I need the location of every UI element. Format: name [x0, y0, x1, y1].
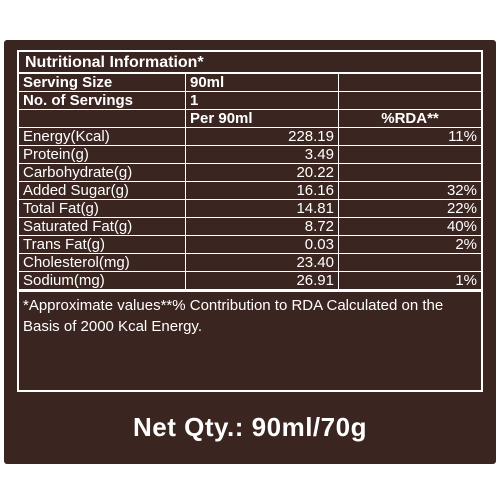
table-row: Total Fat(g) 14.81 22%	[19, 199, 481, 218]
nutrient-value: 14.81	[185, 199, 339, 218]
nutrient-rda: 22%	[338, 199, 481, 218]
table-row: Protein(g) 3.49	[19, 145, 481, 164]
nutrient-value: 26.91	[185, 271, 339, 290]
nutrient-value: 228.19	[185, 127, 339, 146]
nutrient-label: Added Sugar(g)	[19, 181, 186, 200]
nutrient-value: 0.03	[185, 235, 339, 254]
nutrient-rda: 32%	[338, 181, 481, 200]
table-row-serving-size: Serving Size 90ml	[19, 74, 481, 92]
serving-size-value: 90ml	[185, 74, 339, 92]
nutrient-rda: 40%	[338, 217, 481, 236]
footnote-line: *Approximate values**% Contribution to R…	[23, 297, 444, 314]
nutrient-rda: 1%	[338, 271, 481, 290]
footnote-line: Basis of 2000 Kcal Energy.	[23, 318, 202, 335]
nutrient-value: 16.16	[185, 181, 339, 200]
table-row: Trans Fat(g) 0.03 2%	[19, 235, 481, 254]
table-row: Saturated Fat(g) 8.72 40%	[19, 217, 481, 236]
empty-cell	[338, 74, 481, 92]
nutrient-value: 3.49	[185, 145, 339, 164]
table-header-row: Per 90ml %RDA**	[19, 109, 481, 128]
nutrient-label: Cholesterol(mg)	[19, 253, 186, 272]
nutrition-facts-box: Nutritional Information* Serving Size 90…	[17, 50, 483, 392]
servings-value: 1	[185, 91, 339, 110]
nutrient-label: Energy(Kcal)	[19, 127, 186, 146]
nutrient-rda: 2%	[338, 235, 481, 254]
column-header-per: Per 90ml	[185, 109, 339, 128]
nutrition-title: Nutritional Information*	[19, 52, 481, 74]
net-quantity: Net Qty.: 90ml/70g	[133, 412, 367, 442]
serving-size-label: Serving Size	[19, 74, 186, 92]
table-row: Energy(Kcal) 228.19 11%	[19, 127, 481, 146]
nutrient-value: 20.22	[185, 163, 339, 182]
nutrition-table: Serving Size 90ml No. of Servings 1 Per …	[19, 74, 481, 290]
nutrient-label: Protein(g)	[19, 145, 186, 164]
nutrient-label: Total Fat(g)	[19, 199, 186, 218]
empty-cell	[338, 91, 481, 110]
servings-label: No. of Servings	[19, 91, 186, 110]
nutrient-rda	[338, 145, 481, 164]
nutrient-label: Trans Fat(g)	[19, 235, 186, 254]
table-row: Cholesterol(mg) 23.40	[19, 253, 481, 272]
table-row: Sodium(mg) 26.91 1%	[19, 271, 481, 290]
table-row-servings: No. of Servings 1	[19, 91, 481, 110]
footnote: *Approximate values**% Contribution to R…	[19, 290, 481, 337]
nutrient-label: Carbohydrate(g)	[19, 163, 186, 182]
table-row: Added Sugar(g) 16.16 32%	[19, 181, 481, 200]
table-row: Carbohydrate(g) 20.22	[19, 163, 481, 182]
column-header-rda: %RDA**	[338, 109, 481, 128]
nutrient-rda: 11%	[338, 127, 481, 146]
nutrient-value: 8.72	[185, 217, 339, 236]
empty-cell	[19, 109, 186, 128]
nutrition-label-panel: Nutritional Information* Serving Size 90…	[4, 40, 496, 464]
nutrient-value: 23.40	[185, 253, 339, 272]
nutrient-rda	[338, 163, 481, 182]
nutrient-label: Sodium(mg)	[19, 271, 186, 290]
nutrient-rda	[338, 253, 481, 272]
nutrient-label: Saturated Fat(g)	[19, 217, 186, 236]
